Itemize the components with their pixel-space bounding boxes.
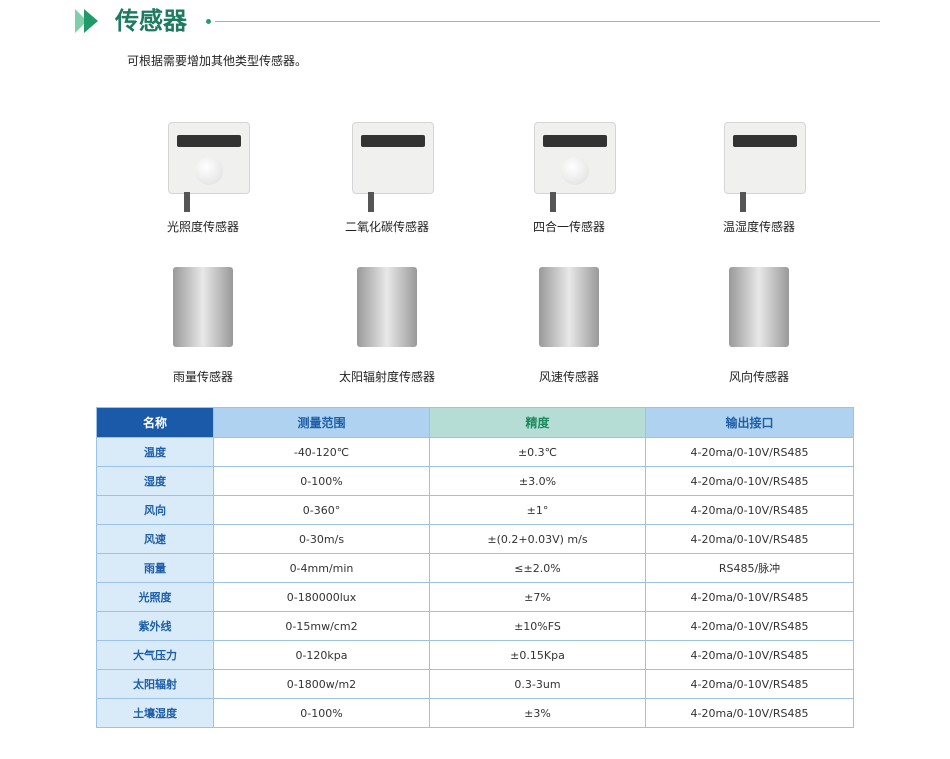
table-row: 太阳辐射 0-1800w/m2 0.3-3um 4-20ma/0-10V/RS485 [96,669,854,699]
table-cell: 4-20ma/0-10V/RS485 [645,582,854,612]
table-cell: 4-20ma/0-10V/RS485 [645,640,854,670]
col-header: 精度 [429,407,646,438]
table-cell: 风速 [96,524,214,554]
table-row: 湿度 0-100% ±3.0% 4-20ma/0-10V/RS485 [96,466,854,496]
table-cell: 4-20ma/0-10V/RS485 [645,669,854,699]
table-cell: ±0.3℃ [429,437,646,467]
table-cell: 紫外线 [96,611,214,641]
table-cell: ±(0.2+0.03V) m/s [429,524,646,554]
table-cell: 大气压力 [96,640,214,670]
product-label: 温湿度传感器 [722,220,795,234]
product-card: 温湿度传感器 [684,112,834,235]
table-cell: 土壤湿度 [96,698,214,728]
col-header: 测量范围 [213,407,430,438]
table-cell: 4-20ma/0-10V/RS485 [645,524,854,554]
table-cell: ≤±2.0% [429,553,646,583]
table-row: 风速 0-30m/s ±(0.2+0.03V) m/s 4-20ma/0-10V/RS… [96,524,854,554]
table-cell: ±3% [429,698,646,728]
table-cell: 0-30m/s [213,524,430,554]
product-label: 雨量传感器 [172,370,233,384]
table-cell: 4-20ma/0-10V/RS485 [645,495,854,525]
table-cell: ±7% [429,582,646,612]
table-row: 风向 0-360° ±1° 4-20ma/0-10V/RS485 [96,495,854,525]
spec-table: 名称 测量范围 精度 输出接口 温度 -40-120℃ ±0.3℃ 4-20ma/0-… [96,407,854,728]
table-cell: 0-4mm/min [213,553,430,583]
table-cell: 0-120kpa [213,640,430,670]
table-cell: 0-1800w/m2 [213,669,430,699]
product-card: 光照度传感器 [128,112,278,235]
product-card: 雨量传感器 [128,262,278,385]
table-cell: 0-100% [213,698,430,728]
table-header-row: 名称 测量范围 精度 输出接口 [96,407,854,438]
table-row: 紫外线 0-15mw/cm2 ±10%FS 4-20ma/0-10V/RS485 [96,611,854,641]
table-cell: ±0.15Kpa [429,640,646,670]
table-cell: ±10%FS [429,611,646,641]
divider-dot [206,19,211,24]
table-cell: 0-15mw/cm2 [213,611,430,641]
table-cell: 4-20ma/0-10V/RS485 [645,698,854,728]
table-cell: 4-20ma/0-10V/RS485 [645,466,854,496]
table-cell: 温度 [96,437,214,467]
product-label: 光照度传感器 [166,220,239,234]
product-image [684,262,834,362]
product-label: 风速传感器 [538,370,599,384]
product-label: 四合一传感器 [532,220,605,234]
table-cell: 湿度 [96,466,214,496]
table-cell: 0-180000lux [213,582,430,612]
product-label: 太阳辐射度传感器 [338,370,435,384]
product-label: 风向传感器 [728,370,789,384]
table-cell: 0.3-3um [429,669,646,699]
product-image [494,112,644,212]
product-image [128,112,278,212]
table-row: 光照度 0-180000lux ±7% 4-20ma/0-10V/RS485 [96,582,854,612]
table-row: 土壤湿度 0-100% ±3% 4-20ma/0-10V/RS485 [96,698,854,728]
table-cell: -40-120℃ [213,437,430,467]
table-cell: 光照度 [96,582,214,612]
arrow-icon [84,9,98,33]
table-cell: RS485/脉冲 [645,553,854,583]
product-image [494,262,644,362]
table-row: 雨量 0-4mm/min ≤±2.0% RS485/脉冲 [96,553,854,583]
table-row: 大气压力 0-120kpa ±0.15Kpa 4-20ma/0-10V/RS485 [96,640,854,670]
table-cell: 风向 [96,495,214,525]
product-card: 四合一传感器 [494,112,644,235]
section-header: 传感器 [75,6,880,38]
product-image [312,262,462,362]
subtitle: 可根据需要增加其他类型传感器。 [127,54,308,68]
table-row: 温度 -40-120℃ ±0.3℃ 4-20ma/0-10V/RS485 [96,437,854,467]
table-cell: ±3.0% [429,466,646,496]
table-cell: 4-20ma/0-10V/RS485 [645,437,854,467]
table-cell: 雨量 [96,553,214,583]
product-card: 风速传感器 [494,262,644,385]
product-image [312,112,462,212]
product-label: 二氧化碳传感器 [344,220,429,234]
table-cell: 0-360° [213,495,430,525]
table-cell: 0-100% [213,466,430,496]
product-image [128,262,278,362]
divider [215,21,880,22]
col-header: 名称 [96,407,214,438]
col-header: 输出接口 [645,407,854,438]
product-card: 二氧化碳传感器 [312,112,462,235]
table-cell: 4-20ma/0-10V/RS485 [645,611,854,641]
table-cell: 太阳辐射 [96,669,214,699]
product-card: 风向传感器 [684,262,834,385]
table-cell: ±1° [429,495,646,525]
page-title: 传感器 [115,7,187,35]
product-image [684,112,834,212]
product-card: 太阳辐射度传感器 [312,262,462,385]
